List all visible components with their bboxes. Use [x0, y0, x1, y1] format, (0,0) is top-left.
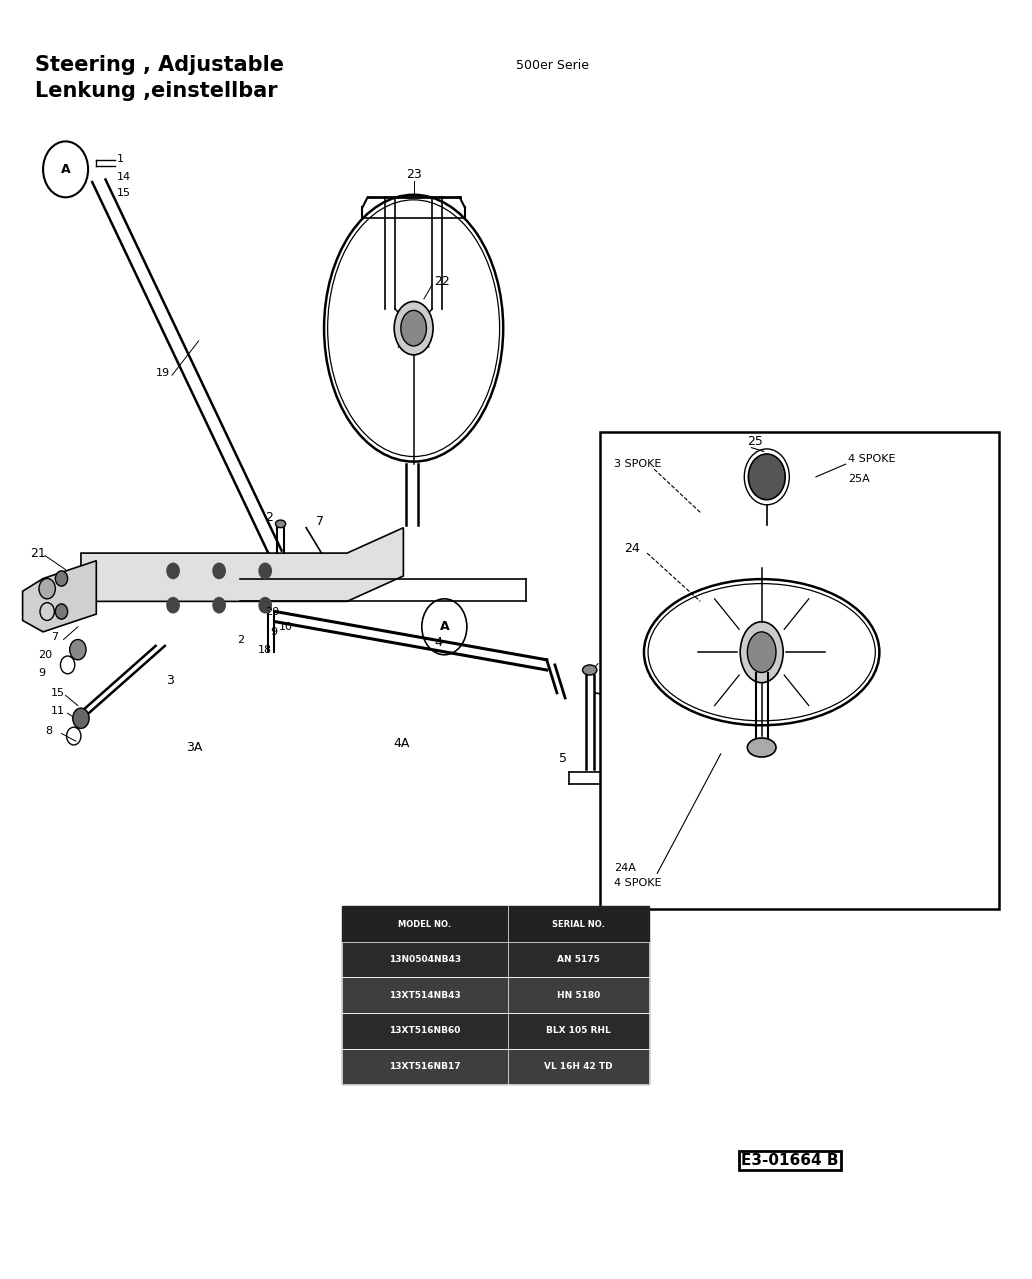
- Text: VL 16H 42 TD: VL 16H 42 TD: [544, 1062, 613, 1071]
- Polygon shape: [80, 528, 404, 601]
- Text: 25: 25: [747, 435, 764, 448]
- Bar: [342, 977, 649, 1013]
- Circle shape: [213, 597, 225, 613]
- Text: 4: 4: [434, 636, 442, 648]
- Text: HN 5180: HN 5180: [557, 991, 600, 1000]
- Circle shape: [259, 597, 271, 613]
- Bar: [342, 941, 649, 977]
- FancyBboxPatch shape: [600, 432, 999, 909]
- Circle shape: [213, 563, 225, 578]
- Text: AN 5175: AN 5175: [557, 955, 600, 964]
- Bar: [342, 1049, 649, 1085]
- Text: 500er Serie: 500er Serie: [516, 59, 589, 72]
- Text: Steering , Adjustable: Steering , Adjustable: [35, 55, 284, 75]
- Text: 13: 13: [626, 684, 642, 697]
- Bar: [342, 1013, 649, 1049]
- Circle shape: [56, 604, 68, 619]
- Circle shape: [167, 597, 180, 613]
- Text: 9: 9: [38, 668, 45, 678]
- Text: 12: 12: [633, 765, 648, 778]
- Bar: [342, 907, 649, 941]
- Text: 4 SPOKE: 4 SPOKE: [847, 454, 895, 464]
- Text: 7: 7: [52, 632, 59, 642]
- Text: 7: 7: [317, 515, 324, 528]
- Text: 22: 22: [434, 275, 450, 288]
- Ellipse shape: [400, 311, 426, 347]
- Text: 24A: 24A: [614, 863, 636, 874]
- Text: 19: 19: [156, 367, 170, 377]
- Bar: [342, 977, 649, 1013]
- Text: A: A: [440, 620, 449, 633]
- Text: 13XT516NB60: 13XT516NB60: [389, 1026, 460, 1036]
- Text: 15: 15: [117, 188, 131, 198]
- Text: 20: 20: [38, 650, 52, 660]
- Text: SERIAL NO.: SERIAL NO.: [552, 920, 605, 929]
- Text: 8: 8: [45, 726, 53, 735]
- Text: MODEL NO.: MODEL NO.: [398, 920, 451, 929]
- Ellipse shape: [740, 622, 783, 683]
- Text: 2: 2: [265, 512, 273, 524]
- Text: 23: 23: [406, 168, 421, 180]
- Text: 9: 9: [270, 627, 278, 637]
- Text: 20: 20: [265, 606, 280, 616]
- Text: 13XT514NB43: 13XT514NB43: [389, 991, 460, 1000]
- Text: 4 SPOKE: 4 SPOKE: [614, 879, 662, 889]
- Text: 5: 5: [559, 752, 567, 765]
- Text: 10: 10: [279, 622, 292, 632]
- Polygon shape: [23, 560, 96, 632]
- Ellipse shape: [747, 738, 776, 757]
- Ellipse shape: [394, 302, 433, 354]
- Text: 3 SPOKE: 3 SPOKE: [614, 459, 662, 469]
- Text: 21: 21: [30, 546, 45, 560]
- Text: 3: 3: [166, 674, 173, 687]
- Text: 13XT516NB17: 13XT516NB17: [389, 1062, 460, 1071]
- Text: 4A: 4A: [393, 737, 410, 751]
- Text: 25A: 25A: [847, 475, 869, 485]
- Ellipse shape: [582, 665, 596, 675]
- Text: 13N0504NB43: 13N0504NB43: [389, 955, 461, 964]
- Text: 15: 15: [52, 688, 65, 698]
- Text: 1: 1: [117, 155, 124, 164]
- Ellipse shape: [747, 632, 776, 673]
- Text: BLX 105 RHL: BLX 105 RHL: [546, 1026, 611, 1036]
- Text: 6: 6: [600, 654, 608, 666]
- Text: Lenkung ,einstellbar: Lenkung ,einstellbar: [35, 81, 278, 101]
- Circle shape: [70, 640, 86, 660]
- Bar: [342, 1013, 649, 1049]
- Text: A: A: [61, 162, 70, 175]
- Circle shape: [748, 454, 785, 500]
- Text: 2: 2: [237, 634, 245, 645]
- Circle shape: [72, 709, 89, 729]
- Ellipse shape: [276, 521, 286, 528]
- Text: 3A: 3A: [187, 741, 202, 755]
- Circle shape: [56, 570, 68, 586]
- Text: 14: 14: [117, 171, 131, 182]
- Bar: [342, 941, 649, 977]
- Circle shape: [611, 688, 625, 706]
- Text: 18: 18: [258, 645, 272, 655]
- Circle shape: [167, 563, 180, 578]
- Bar: [342, 1049, 649, 1085]
- Text: 11: 11: [52, 706, 65, 716]
- Circle shape: [39, 578, 56, 599]
- Text: E3-01664 B: E3-01664 B: [741, 1152, 839, 1168]
- Circle shape: [259, 563, 271, 578]
- Text: 24: 24: [624, 541, 640, 555]
